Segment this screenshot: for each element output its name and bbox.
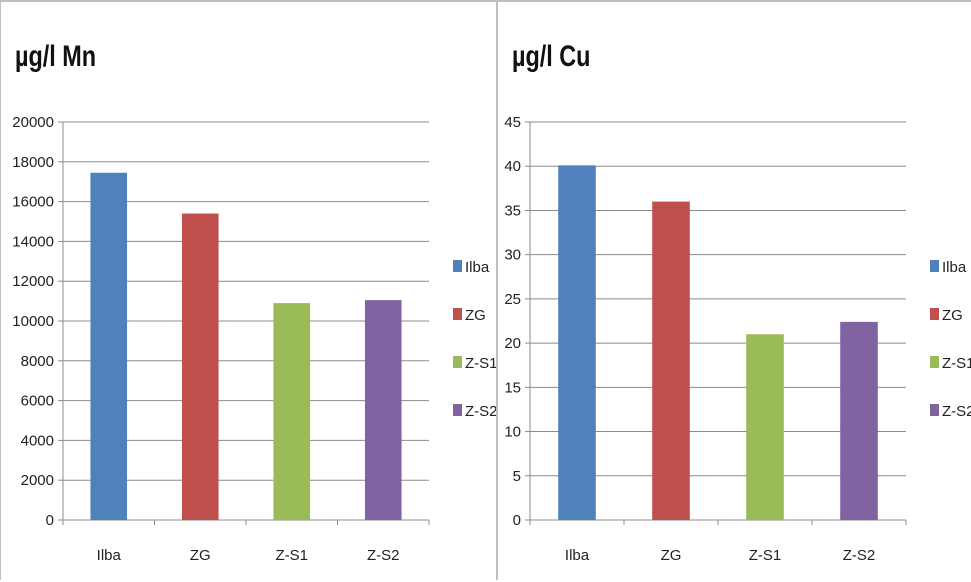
bar-ilba	[90, 172, 128, 520]
y-tick-label: 40	[504, 158, 521, 175]
legend-swatch	[453, 404, 462, 416]
legend-swatch	[930, 260, 939, 272]
bar-zg	[652, 201, 690, 520]
x-tick-label: Ilba	[565, 547, 590, 564]
y-tick-label: 10	[504, 424, 521, 441]
bar-z-s1	[273, 303, 311, 520]
y-tick-label: 35	[504, 202, 521, 219]
y-tick-label: 10000	[12, 313, 54, 330]
y-tick-label: 12000	[12, 273, 54, 290]
bar-z-s2	[840, 321, 878, 520]
x-tick-label: Z-S1	[275, 547, 308, 564]
legend-swatch	[930, 308, 939, 320]
chart-panel-cu: µg/l Cu 0 5 10 15 20 25 30 35 40 45 Ilba ZG Z-S1 Z-S2…	[496, 0, 971, 580]
legend-label: Z-S2	[465, 403, 498, 420]
y-tick-label: 0	[513, 512, 521, 529]
legend-swatch	[930, 356, 939, 368]
bar-ilba	[558, 165, 596, 521]
x-tick-label: Z-S1	[749, 547, 782, 564]
y-tick-label: 16000	[12, 194, 54, 211]
y-tick-label: 2000	[21, 472, 54, 489]
bar-zg	[181, 213, 219, 521]
legend-label: Z-S1	[942, 355, 971, 372]
x-tick-label: ZG	[190, 547, 211, 564]
y-tick-label: 14000	[12, 233, 54, 250]
legend-swatch	[453, 356, 462, 368]
x-tick-label: Z-S2	[843, 547, 876, 564]
y-tick-label: 0	[46, 512, 54, 529]
y-tick-label: 20000	[12, 114, 54, 131]
chart-title: µg/l Mn	[15, 40, 97, 73]
x-tick-label: Ilba	[97, 547, 122, 564]
y-tick-label: 30	[504, 247, 521, 264]
x-tick-label: ZG	[661, 547, 682, 564]
chart-title: µg/l Cu	[512, 40, 591, 73]
legend-swatch	[453, 260, 462, 272]
y-tick-label: 25	[504, 291, 521, 308]
y-tick-label: 6000	[21, 393, 54, 410]
x-tick-label: Z-S2	[367, 547, 400, 564]
y-tick-label: 15	[504, 379, 521, 396]
y-tick-label: 45	[504, 114, 521, 131]
chart-panel-mn: µg/l Mn 0 2000 4000 6000 8000 10000 12000 14000…	[0, 0, 498, 580]
legend-label: Z-S2	[942, 403, 971, 420]
legend-label: ZG	[465, 307, 486, 324]
legend-label: ZG	[942, 307, 963, 324]
legend-label: Ilba	[942, 259, 967, 276]
y-tick-label: 4000	[21, 432, 54, 449]
bar-z-s2	[364, 300, 402, 520]
legend-label: Ilba	[465, 259, 490, 276]
chart-cu: 0 5 10 15 20 25 30 35 40 45 Ilba ZG Z-S1 Z-S2 Ilba ZG Z-…	[504, 114, 971, 564]
bar-z-s1	[746, 334, 784, 520]
y-tick-label: 20	[504, 335, 521, 352]
y-tick-label: 18000	[12, 154, 54, 171]
y-tick-label: 5	[513, 468, 521, 485]
legend-swatch	[930, 404, 939, 416]
y-tick-label: 8000	[21, 353, 54, 370]
chart-mn: 0 2000 4000 6000 8000 10000 12000 14000 16000 180…	[12, 114, 498, 564]
legend-swatch	[453, 308, 462, 320]
legend-label: Z-S1	[465, 355, 498, 372]
